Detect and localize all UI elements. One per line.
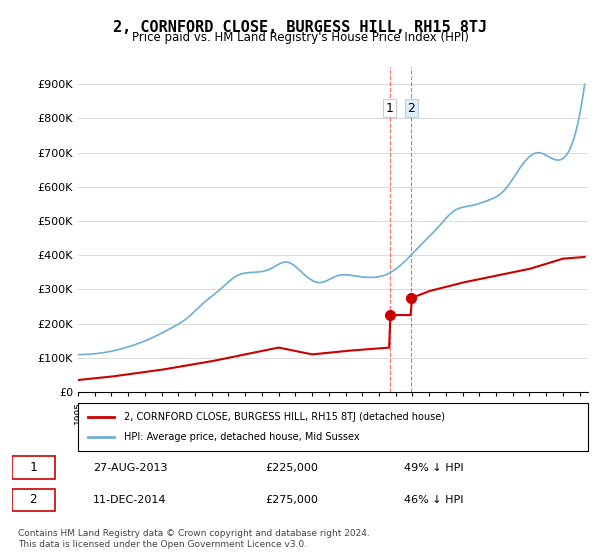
Text: 1: 1 [29,461,37,474]
Text: Price paid vs. HM Land Registry's House Price Index (HPI): Price paid vs. HM Land Registry's House … [131,31,469,44]
FancyBboxPatch shape [12,488,55,511]
Text: 2, CORNFORD CLOSE, BURGESS HILL, RH15 8TJ (detached house): 2, CORNFORD CLOSE, BURGESS HILL, RH15 8T… [124,412,445,422]
FancyBboxPatch shape [12,456,55,479]
Text: 46% ↓ HPI: 46% ↓ HPI [404,495,463,505]
Text: 1: 1 [386,102,394,115]
Text: 2: 2 [29,493,37,506]
FancyBboxPatch shape [78,403,588,451]
Text: 2: 2 [407,102,415,115]
Text: 2, CORNFORD CLOSE, BURGESS HILL, RH15 8TJ: 2, CORNFORD CLOSE, BURGESS HILL, RH15 8T… [113,20,487,35]
Text: 49% ↓ HPI: 49% ↓ HPI [404,463,463,473]
Text: 11-DEC-2014: 11-DEC-2014 [92,495,166,505]
Text: £275,000: £275,000 [265,495,319,505]
Text: £225,000: £225,000 [265,463,319,473]
Text: HPI: Average price, detached house, Mid Sussex: HPI: Average price, detached house, Mid … [124,432,359,442]
Text: Contains HM Land Registry data © Crown copyright and database right 2024.
This d: Contains HM Land Registry data © Crown c… [18,529,370,549]
Text: 27-AUG-2013: 27-AUG-2013 [92,463,167,473]
